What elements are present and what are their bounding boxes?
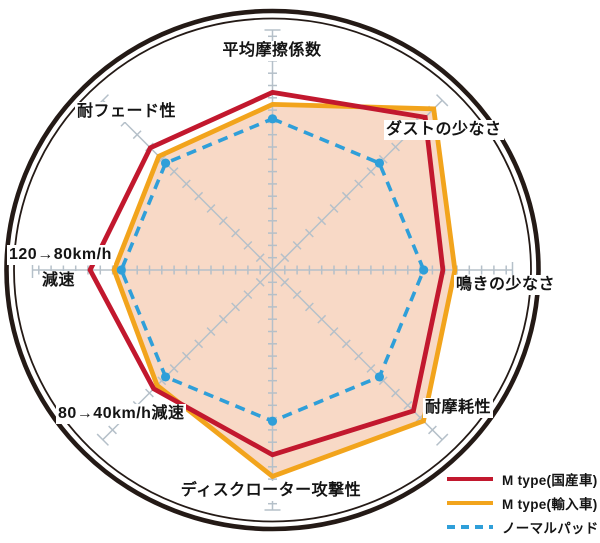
legend-item-m-type-domestic: M type(国産車) — [447, 471, 599, 488]
legend-line-orange-icon — [447, 500, 493, 505]
series-markers-2 — [116, 114, 429, 426]
legend-label-m-type-import: M type(輸入車) — [502, 496, 598, 512]
legend-item-normal-pad: ノーマルパッド — [447, 519, 599, 536]
axis-label-120-80-decel-line2: 減速 — [40, 271, 78, 291]
axis-label-low-squeal: 鳴きの少なさ — [454, 275, 558, 295]
axis-label-avg-friction: 平均摩擦係数 — [220, 41, 324, 61]
axis-label-rotor-aggressiveness: ディスクローター攻撃性 — [178, 481, 364, 501]
legend-line-red-icon — [447, 476, 493, 481]
legend-item-m-type-import: M type(輸入車) — [447, 495, 599, 512]
legend-label-normal-pad: ノーマルパッド — [502, 520, 599, 536]
outer-ring — [4, 8, 541, 532]
axis-label-low-dust: ダストの少なさ — [384, 120, 504, 140]
series-polygon-1 — [111, 101, 458, 480]
series-polygon-0 — [87, 89, 446, 458]
axis-label-80-40-decel: 80→40km/h減速 — [56, 404, 187, 424]
legend: M type(国産車) M type(輸入車) ノーマルパッド — [447, 471, 599, 536]
axis-label-fade-resistance: 耐フェード性 — [75, 102, 179, 122]
legend-line-blue-dashed-icon — [447, 524, 493, 529]
axis-label-wear-resistance: 耐摩耗性 — [423, 398, 494, 418]
axis-label-120-80-decel: 120→80km/h — [7, 245, 114, 265]
legend-label-m-type-domestic: M type(国産車) — [502, 472, 598, 488]
